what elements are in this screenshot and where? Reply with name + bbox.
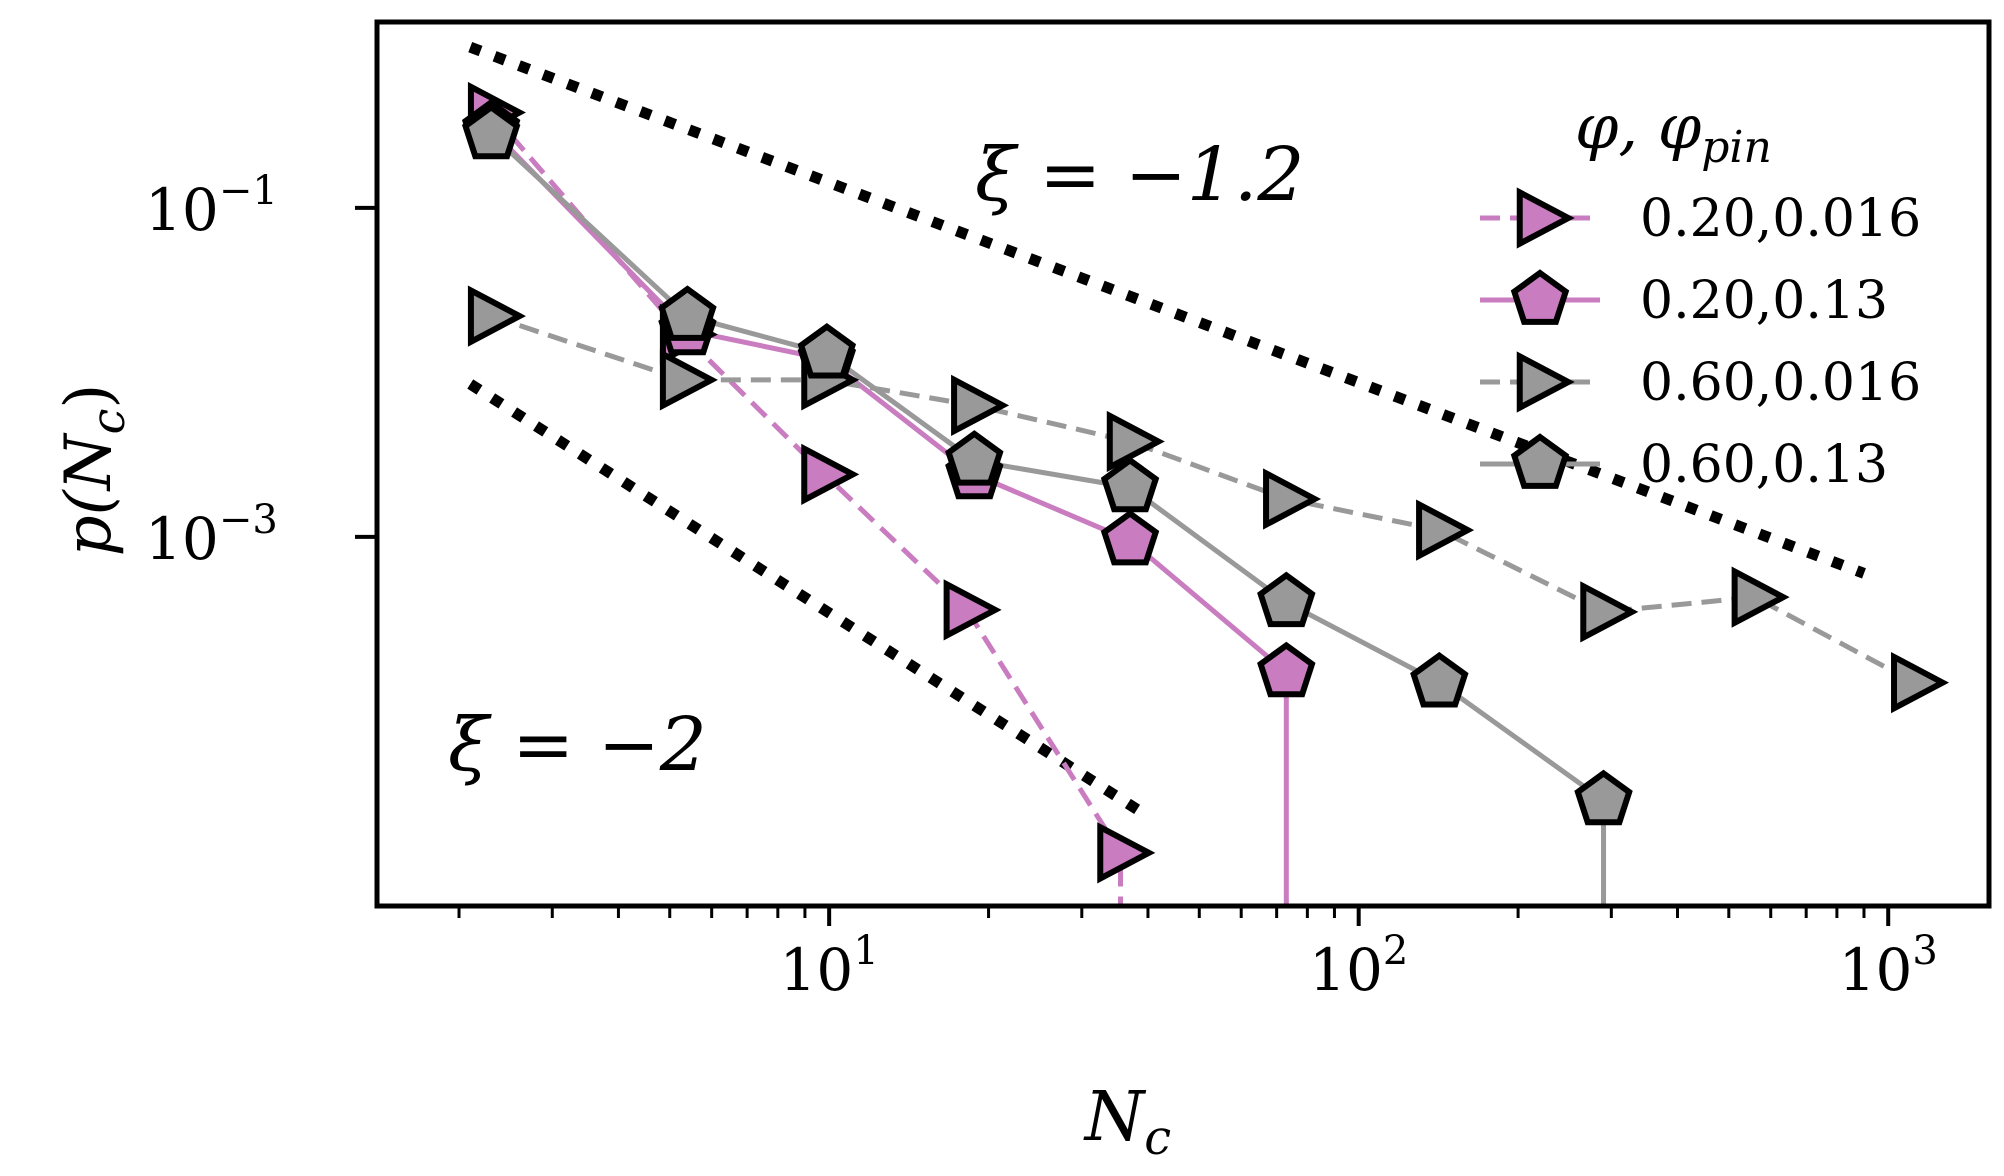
data-point-series-2 <box>1731 566 1790 628</box>
y-tick-label: 10−1 <box>145 168 278 244</box>
legend-marker-1 <box>1510 269 1570 325</box>
data-point-series-2 <box>951 374 1010 437</box>
legend-marker-2 <box>1516 351 1575 413</box>
legend-marker-0 <box>1516 187 1575 249</box>
legend-title-subscript: pin <box>1701 122 1772 173</box>
x-tick-label: 102 <box>1309 928 1408 1004</box>
data-point-series-0 <box>801 443 860 505</box>
data-point-series-3 <box>797 322 857 379</box>
data-point-series-2 <box>1416 499 1475 561</box>
data-point-series-3 <box>1100 456 1160 513</box>
x-axis-label: Nc <box>1083 1078 1171 1166</box>
y-tick-label: 10−3 <box>145 497 278 573</box>
x-tick-label: 103 <box>1839 928 1938 1004</box>
series-line-2 <box>490 313 1916 685</box>
series-line-0 <box>489 110 1124 906</box>
legend-entries: 0.20,0.016 0.20,0.13 0.60,0.016 0.60,0.13 <box>1480 187 1921 495</box>
x-tick-label: 101 <box>780 928 879 1004</box>
data-point-series-3 <box>658 285 717 341</box>
data-point-series-2 <box>1580 581 1639 643</box>
legend-marker-3 <box>1510 433 1570 489</box>
annotation-slope-1-2: ξ = −1.2 <box>975 132 1305 218</box>
data-point-series-3 <box>1574 769 1633 826</box>
data-point-series-2 <box>1891 651 1950 714</box>
legend-label-1: 0.20,0.13 <box>1640 271 1888 331</box>
x-axis: 101 102 103 <box>457 906 1938 1004</box>
legend: φ, φpin 0.20,0.016 0.20,0.13 0.60,0.016 0.6… <box>1480 90 1921 495</box>
data-point-series-2 <box>659 349 718 411</box>
data-point-series-1 <box>1257 641 1316 698</box>
guide-lines <box>467 41 1866 821</box>
legend-title: φ, φpin <box>1575 90 1772 173</box>
legend-label-3: 0.60,0.13 <box>1640 435 1888 495</box>
data-point-series-3 <box>1257 571 1316 628</box>
y-axis: 10−1 10−3 <box>145 168 377 573</box>
legend-label-0: 0.20,0.016 <box>1640 189 1921 249</box>
data-point-series-3 <box>945 430 1004 486</box>
data-point-series-0 <box>1097 822 1156 884</box>
annotation-slope-2: ξ = −2 <box>448 702 707 788</box>
x-axis-label-subscript: c <box>1144 1110 1171 1166</box>
data-point-series-1 <box>1100 509 1160 566</box>
data-point-series-2 <box>1263 468 1322 530</box>
series-markers <box>461 81 1950 884</box>
data-point-series-3 <box>461 103 521 160</box>
data-point-series-0 <box>943 579 1002 641</box>
plot-area-frame <box>374 19 1992 909</box>
data-point-series-2 <box>1106 410 1165 473</box>
data-point-series-3 <box>1410 651 1469 708</box>
guide-line-1 <box>467 379 1151 821</box>
y-axis-label: p(Nc) <box>52 384 135 557</box>
legend-label-2: 0.60,0.016 <box>1640 353 1921 413</box>
data-point-series-2 <box>467 285 526 347</box>
